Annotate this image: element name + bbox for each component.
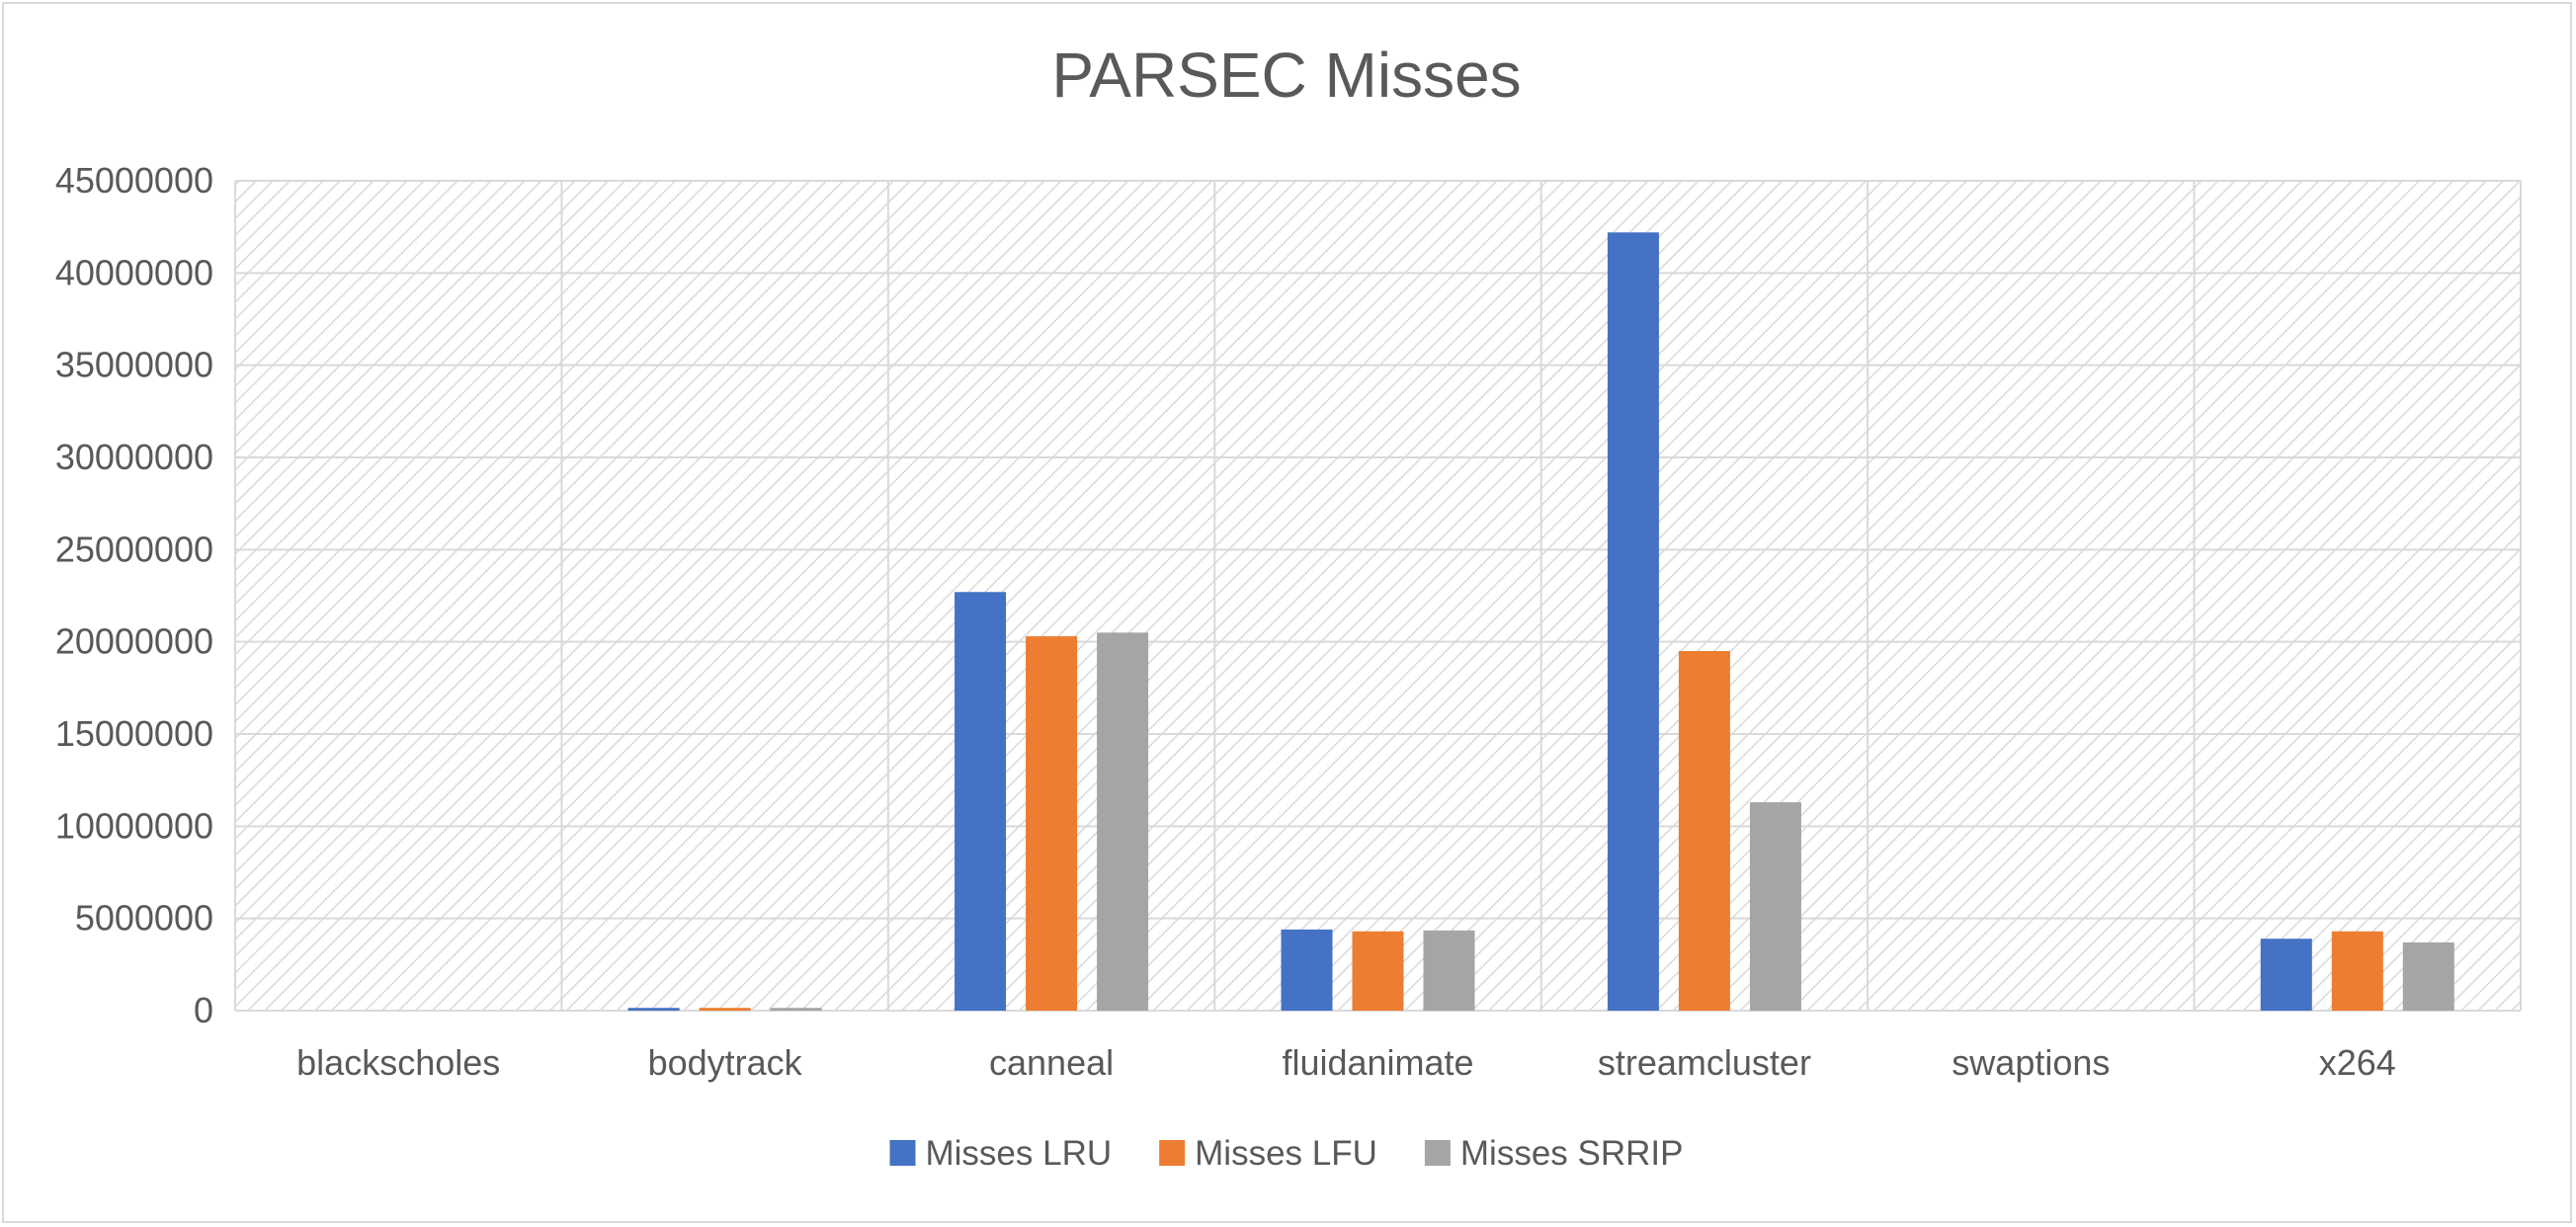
y-tick-label: 40000000 bbox=[55, 252, 213, 292]
x-tick-label: canneal bbox=[989, 1042, 1114, 1083]
bar bbox=[1097, 632, 1149, 1011]
bar bbox=[2402, 941, 2454, 1011]
y-tick-label: 10000000 bbox=[55, 805, 213, 846]
y-tick-label: 35000000 bbox=[55, 345, 213, 385]
bar bbox=[699, 1008, 751, 1011]
y-tick-label: 0 bbox=[194, 990, 213, 1030]
y-tick-label: 20000000 bbox=[55, 621, 213, 662]
y-tick-label: 45000000 bbox=[55, 160, 213, 201]
bar bbox=[1607, 232, 1659, 1011]
y-tick-label: 15000000 bbox=[55, 713, 213, 754]
bars bbox=[627, 232, 2454, 1011]
bar bbox=[2260, 939, 2312, 1011]
x-tick-label: swaptions bbox=[1952, 1042, 2110, 1083]
legend-label: Misses LFU bbox=[1195, 1134, 1377, 1173]
legend-swatch bbox=[1159, 1140, 1186, 1166]
x-tick-label: fluidanimate bbox=[1282, 1042, 1473, 1083]
bar bbox=[1352, 931, 1404, 1011]
legend-swatch bbox=[1424, 1140, 1451, 1166]
chart-title: PARSEC Misses bbox=[1051, 40, 1521, 111]
gridlines bbox=[234, 180, 2522, 1012]
bar bbox=[1749, 802, 1801, 1011]
legend-label: Misses SRRIP bbox=[1460, 1134, 1684, 1173]
bar bbox=[1281, 929, 1333, 1011]
y-tick-label: 30000000 bbox=[55, 437, 213, 477]
x-tick-label: bodytrack bbox=[648, 1042, 803, 1083]
y-axis-tick-labels: 0 5000000 10000000 15000000 20000000 25000000… bbox=[55, 160, 213, 1030]
legend: Misses LRU Misses LFU Misses SRRIP bbox=[889, 1134, 1684, 1173]
x-axis-tick-labels: blackscholes bodytrack canneal fluidanimate… bbox=[296, 1042, 2396, 1083]
plot-area bbox=[235, 181, 2521, 1011]
bar bbox=[1026, 636, 1078, 1011]
y-tick-label: 25000000 bbox=[55, 529, 213, 569]
y-tick-label: 5000000 bbox=[75, 898, 213, 939]
x-tick-label: x264 bbox=[2319, 1042, 2396, 1083]
bar bbox=[770, 1008, 822, 1011]
bar bbox=[955, 592, 1007, 1011]
x-tick-label: streamcluster bbox=[1598, 1042, 1811, 1083]
bar bbox=[2331, 931, 2383, 1011]
legend-swatch bbox=[889, 1140, 916, 1166]
legend-label: Misses LRU bbox=[926, 1134, 1113, 1173]
x-tick-label: blackscholes bbox=[296, 1042, 500, 1083]
bar bbox=[1423, 930, 1475, 1011]
bar bbox=[1678, 651, 1730, 1011]
bar bbox=[627, 1008, 680, 1011]
